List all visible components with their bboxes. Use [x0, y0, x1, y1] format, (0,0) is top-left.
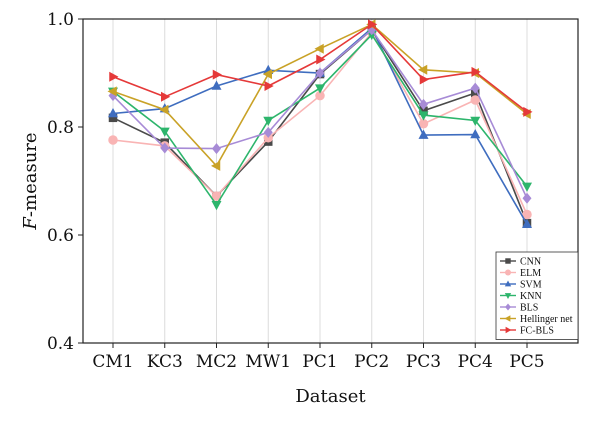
series-fc-bls	[109, 19, 533, 117]
y-axis-title-italic: F	[20, 216, 41, 231]
y-tick-label: 1.0	[47, 10, 74, 30]
legend-label: FC-BLS	[520, 326, 554, 337]
data-point-elm	[108, 135, 118, 145]
legend-item-bls: BLS	[500, 303, 538, 314]
data-point-elm	[211, 191, 222, 201]
data-point-hellinger-net	[159, 104, 169, 115]
y-axis-title-rest: -measure	[20, 132, 41, 217]
data-point-svm	[522, 218, 532, 228]
data-point-fc-bls	[368, 19, 378, 30]
data-point-bls	[263, 126, 273, 138]
data-point-hellinger-net	[418, 64, 428, 75]
legend-marker	[505, 258, 511, 264]
data-point-elm	[522, 209, 532, 220]
x-tick-label: PC3	[406, 352, 441, 372]
y-tick-label: 0.8	[47, 118, 74, 138]
data-point-fc-bls	[316, 54, 326, 65]
data-point-svm	[108, 108, 118, 118]
legend-label: KNN	[520, 291, 542, 302]
y-axis-title: F-measure	[20, 132, 41, 230]
x-tick-label: CM1	[92, 352, 133, 372]
legend-item-elm: ELM	[500, 268, 541, 279]
y-tick-label: 0.4	[47, 334, 74, 354]
x-tick-label: PC2	[354, 352, 389, 372]
plot-frame	[82, 18, 579, 344]
x-tick-label: MW1	[245, 352, 291, 372]
data-point-fc-bls	[212, 69, 222, 80]
legend-marker	[504, 315, 511, 322]
x-tick-label: KC3	[147, 352, 183, 372]
legend-marker	[505, 326, 512, 334]
data-point-bls	[315, 67, 325, 79]
data-point-bls	[470, 82, 480, 94]
data-point-fc-bls	[161, 91, 171, 102]
data-point-knn	[263, 116, 274, 127]
legend-marker	[504, 280, 512, 287]
data-point-hellinger-net	[107, 86, 117, 97]
data-point-knn	[315, 84, 325, 94]
data-point-svm	[470, 129, 481, 139]
x-axis-title: Dataset	[295, 386, 366, 407]
data-point-knn	[522, 182, 532, 192]
axes: CM1 KC3 MC2 MW1 PC1 PC2 PC3 PC4 PC5 0.4 0.6 0.8 1.0	[47, 10, 545, 372]
x-tick-label: MC2	[196, 352, 237, 372]
data-point-knn	[418, 111, 429, 121]
legend-item-knn: KNN	[500, 291, 542, 302]
data-point-fc-bls	[264, 80, 274, 91]
data-point-knn	[159, 127, 170, 137]
legend-marker	[505, 303, 511, 311]
legend-item-fc-bls: FC-BLS	[500, 326, 554, 337]
data-point-elm	[470, 95, 480, 105]
legend-label: ELM	[520, 268, 541, 279]
data-point-fc-bls	[471, 66, 481, 77]
legend-marker	[504, 293, 512, 300]
legend-item-cnn: CNN	[500, 257, 541, 268]
legend-item-svm: SVM	[500, 280, 542, 291]
legend-label: BLS	[520, 303, 538, 314]
data-point-hellinger-net	[211, 160, 221, 171]
data-point-bls	[212, 143, 221, 155]
y-tick-label: 0.6	[47, 226, 74, 246]
data-point-knn	[211, 201, 222, 211]
legend-label: CNN	[520, 257, 541, 268]
data-point-fc-bls	[419, 74, 429, 85]
data-point-fc-bls	[109, 71, 119, 82]
data-point-elm	[315, 90, 325, 101]
data-point-svm	[211, 80, 222, 90]
data-point-cnn	[108, 113, 118, 123]
legend-marker	[504, 269, 512, 276]
legend-item-hellinger-net: Hellinger net	[500, 314, 573, 325]
data-point-bls	[419, 98, 428, 110]
data-point-fc-bls	[523, 106, 533, 117]
data-point-cnn	[419, 106, 428, 116]
x-tick-label: PC1	[302, 352, 337, 372]
series-layer	[107, 19, 533, 228]
data-point-svm	[418, 129, 429, 139]
legend-label: Hellinger net	[520, 314, 573, 325]
legend-label: SVM	[520, 280, 542, 291]
x-tick-label: PC5	[509, 352, 544, 372]
data-point-bls	[160, 142, 170, 154]
data-point-bls	[522, 192, 532, 204]
data-point-hellinger-net	[314, 43, 324, 54]
data-point-knn	[470, 116, 481, 127]
data-point-elm	[418, 119, 429, 129]
x-tick-label: PC4	[458, 352, 493, 372]
data-point-hellinger-net	[262, 69, 272, 80]
